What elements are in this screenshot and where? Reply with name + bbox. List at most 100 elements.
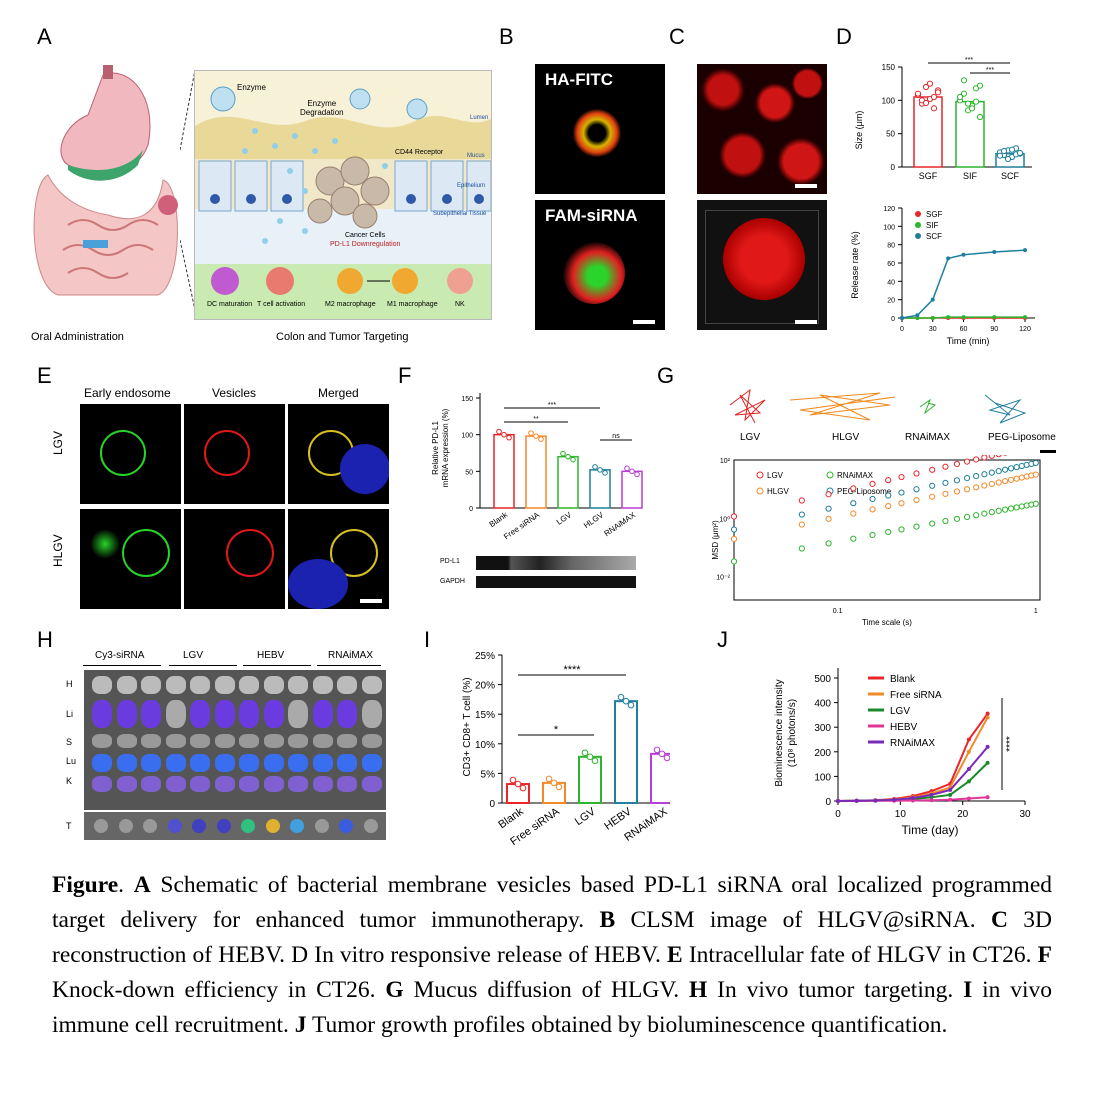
f-point (565, 453, 571, 460)
j-point (985, 744, 990, 749)
g-point (942, 517, 949, 525)
j-point (854, 798, 859, 803)
f-point (533, 433, 539, 439)
g-traj-label-2: HLGV (832, 432, 860, 443)
j-series-line (837, 746, 989, 802)
g-trajectories (729, 388, 1056, 453)
f-bar (493, 433, 515, 509)
h-organ-spot (337, 754, 357, 772)
g-ytick: 10⁻² (716, 575, 730, 582)
h-organ-spot (165, 700, 186, 728)
g-point (995, 507, 1002, 514)
d-bot-point (946, 256, 951, 261)
label-m2: M2 macrophage (325, 301, 376, 308)
d-top-point (976, 82, 984, 89)
g-point (730, 513, 738, 520)
label-subepithelial: Subepithelial Tissue (433, 211, 487, 217)
f-ylabel-1: Relative PD-L1 (431, 421, 440, 475)
label-degradation: Enzyme Degradation (300, 99, 344, 117)
g-point (798, 511, 805, 518)
j-point (966, 737, 971, 742)
h-organ-spot (92, 734, 112, 748)
j-legend-label: RNAiMAX (890, 738, 935, 749)
d-top-point (968, 105, 976, 112)
d-bot-xtick: 0 (900, 326, 904, 333)
i-point (658, 750, 666, 758)
label-mucus: Mucus (467, 153, 485, 159)
d-release-xlabel: Time (min) (947, 336, 990, 346)
i-sig-1: **** (563, 664, 581, 676)
h-organ-spot (263, 734, 284, 748)
g-point (1013, 464, 1020, 471)
d-top-point (1000, 147, 1008, 155)
d-bot-ytick: 20 (887, 298, 895, 305)
g-point (973, 472, 980, 480)
g-point (869, 495, 876, 503)
h-organ-spot (190, 734, 210, 748)
panel-label-a: A (37, 24, 52, 49)
h-tumor-spot (118, 819, 133, 833)
f-ylabel-2: mRNA expression (%) (441, 408, 450, 487)
g-point (898, 500, 905, 507)
panel-a-left-caption: Oral Administration (31, 331, 124, 343)
i-ytick: 5% (481, 769, 496, 780)
micrograph-label-fam-sirna: FAM-siRNA (545, 206, 638, 225)
d-release-ylabel: Release rate (%) (850, 231, 860, 299)
d-top-point (914, 90, 922, 97)
d-bot-legend-marker (915, 211, 921, 217)
g-xtick: 1 (1034, 608, 1038, 615)
g-point (1018, 474, 1025, 481)
stomach-colon-illustration (33, 65, 178, 296)
h-organ-spot (361, 700, 382, 728)
j-legend-label: Free siRNA (890, 690, 942, 701)
g-point (973, 456, 980, 463)
i-xtick: LGV (573, 805, 598, 828)
label-lumen: Lumen (470, 115, 489, 121)
d-top-point (960, 77, 968, 84)
i-point (545, 775, 553, 783)
i-point (622, 697, 630, 705)
g-point (942, 463, 949, 470)
h-organ-spot (312, 700, 333, 728)
h-organ-spot (141, 734, 161, 748)
h-tumor-spot (192, 819, 206, 833)
h-organ-spot (165, 776, 186, 792)
d-bot-ytick: 120 (883, 206, 895, 213)
h-group-4: RNAiMAX (328, 650, 374, 661)
j-point (966, 779, 971, 784)
g-point (913, 496, 920, 504)
i-bar (578, 755, 602, 804)
d-bot-legend-label: SGF (926, 210, 943, 219)
g-point (963, 474, 971, 482)
label-epithelium: Epithelium (457, 183, 486, 189)
j-point (966, 796, 971, 801)
d-bot-legend-marker (915, 233, 921, 239)
h-organ-spot (263, 776, 284, 792)
d-top-point (922, 83, 930, 91)
i-point (519, 784, 527, 792)
f-xtick: LGV (555, 510, 574, 527)
i-point (663, 754, 670, 762)
g-point (1032, 471, 1039, 478)
f-point (570, 456, 576, 463)
d-bot-point (930, 297, 935, 302)
i-point (617, 693, 625, 701)
h-organ-spot (337, 676, 357, 694)
e-col-3: Merged (318, 386, 359, 400)
d-bot-ytick: 40 (887, 279, 895, 286)
d-top-xtick: SGF (919, 171, 938, 181)
f-blot-label-2: GAPDH (440, 578, 465, 585)
g-legend-marker (756, 471, 764, 479)
d-bot-point (946, 315, 951, 320)
g-point (898, 489, 905, 496)
g-point (942, 490, 949, 497)
g-point (798, 545, 805, 552)
g-point (1013, 475, 1020, 482)
chart-g-msd: MSD (μm²) 0.1 1 10⁻² 10⁰ 10² LGV RNAiMAX HLGV P… (711, 455, 1041, 627)
g-point (869, 531, 876, 539)
j-point (929, 798, 934, 803)
h-organ-spot (239, 734, 259, 748)
g-point (973, 484, 980, 491)
j-point (966, 767, 971, 772)
h-organ-5: K (66, 776, 73, 786)
